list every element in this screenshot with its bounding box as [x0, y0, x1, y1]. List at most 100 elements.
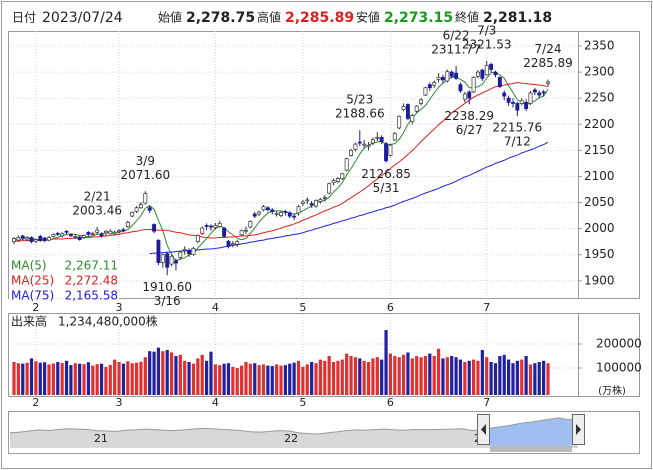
volume-bar	[183, 360, 187, 395]
volume-bar	[528, 364, 533, 395]
volume-bar	[331, 362, 336, 395]
candle-body	[445, 71, 450, 82]
x-tick-label: 5	[299, 301, 306, 314]
volume-bar	[327, 356, 331, 395]
candle-body	[108, 230, 113, 235]
candle-body	[287, 212, 292, 217]
volume-bar	[21, 363, 25, 395]
volume-bar	[73, 363, 77, 395]
volume-bar	[542, 360, 546, 395]
volume-bar	[419, 357, 423, 395]
candle-body	[528, 92, 533, 104]
volume-bar	[401, 354, 406, 395]
volume-bar	[288, 363, 292, 395]
ohlc-value: 2,278.75	[186, 10, 255, 26]
volume-bar	[204, 360, 209, 395]
volume-bar	[91, 365, 95, 395]
volume-bar	[345, 353, 349, 395]
candle-body	[239, 230, 244, 236]
candle-body	[73, 236, 78, 238]
x-tick-label: 4	[212, 301, 219, 314]
candle-body	[209, 225, 213, 228]
volume-bar	[310, 362, 314, 395]
candle-body	[318, 199, 323, 202]
volume-bar	[270, 366, 274, 395]
volume-bar	[454, 357, 458, 395]
annotation-value: 2126.85	[361, 167, 411, 181]
annotation-date: 6/22	[443, 28, 470, 42]
candle-body	[200, 227, 205, 234]
y-tick-label: 2050	[584, 195, 615, 209]
candle-body	[51, 234, 56, 237]
date-label: 日付	[12, 11, 36, 25]
candle-body	[68, 234, 73, 237]
candle-body	[112, 231, 117, 235]
candle-body	[29, 237, 34, 243]
candle-body	[340, 173, 345, 179]
volume-bar	[384, 330, 388, 395]
candle-body	[497, 76, 502, 88]
volume-bar	[161, 351, 165, 395]
annotation-date: 5/23	[346, 93, 373, 107]
y-tick-label: 2150	[584, 143, 615, 157]
x-tick-label: 7	[483, 301, 490, 314]
volume-bar	[64, 360, 69, 395]
candle-body	[410, 115, 415, 123]
volume-bar	[104, 366, 108, 395]
candle-body	[152, 224, 157, 232]
volume-bar	[349, 356, 353, 395]
volume-bar	[99, 363, 104, 395]
candle-body	[12, 238, 16, 243]
volume-bar	[358, 358, 362, 395]
volume-bar	[305, 364, 309, 395]
candle-body	[462, 93, 467, 100]
candle-body	[419, 99, 424, 104]
candle-body	[349, 150, 353, 156]
candle-body	[283, 211, 288, 213]
candle-body	[195, 235, 200, 243]
candle-body	[174, 260, 178, 264]
candle-body	[476, 71, 480, 77]
candle-body	[524, 102, 529, 109]
volume-bar	[340, 359, 344, 395]
volume-title: 出来高	[11, 314, 47, 329]
handle-arrow	[576, 424, 581, 435]
candle-body	[160, 254, 165, 263]
candle-body	[441, 76, 445, 81]
volume-bar	[520, 359, 524, 395]
volume-bar	[314, 363, 318, 395]
scroll-thumb[interactable]	[490, 446, 572, 452]
volume-bar	[436, 348, 441, 395]
candle-body	[379, 136, 384, 142]
candle-body	[117, 230, 121, 233]
x-tick-label: 5	[299, 396, 306, 409]
candle-body	[502, 92, 507, 97]
volume-bar	[485, 357, 489, 395]
candle-body	[235, 241, 240, 245]
candle-body	[33, 239, 38, 242]
volume-bar	[489, 362, 493, 395]
legend-value: 2,272.48	[65, 274, 118, 288]
candle-body	[493, 71, 498, 76]
candle-body	[270, 209, 275, 212]
volume-bar	[156, 347, 161, 395]
candle-body	[248, 220, 253, 228]
legend-value: 2,267.11	[65, 259, 118, 273]
candle-body	[384, 143, 388, 162]
volume-bar	[12, 362, 16, 395]
x-tick-label: 4	[212, 396, 219, 409]
volume-bar	[130, 363, 134, 395]
candle-body	[47, 237, 51, 241]
candle-body	[134, 207, 139, 212]
ma-line	[149, 141, 549, 255]
navigator-handles[interactable]	[477, 414, 585, 453]
annotation-date: 7/3	[477, 23, 496, 37]
price-pane	[8, 31, 640, 299]
annotation-date: 3/9	[136, 154, 155, 168]
y-tick-label: 1950	[584, 247, 615, 261]
volume-bar	[353, 357, 358, 395]
volume-bar	[463, 362, 467, 395]
ohlc-label: 安値	[356, 10, 380, 25]
volume-bar	[148, 351, 152, 395]
volume-bar	[231, 366, 235, 395]
